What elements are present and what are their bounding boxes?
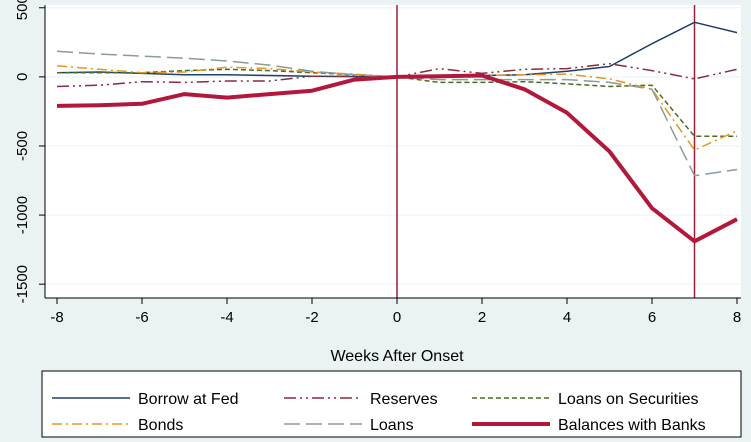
x-tick-label-0: 0 bbox=[393, 309, 401, 326]
x-tick-label-8: 8 bbox=[733, 309, 741, 326]
series-balances-with-banks bbox=[56, 73, 738, 244]
grid-lines bbox=[45, 7, 741, 285]
axes bbox=[44, 5, 741, 299]
legend: Borrow at Fed Reserves Loans on Securities… bbox=[52, 391, 706, 434]
y-ticks: -1500 -1000 -500 0 500 bbox=[14, 0, 45, 303]
legend-label-borrow-at-fed: Borrow at Fed bbox=[138, 391, 238, 408]
y-tick-label-0: 0 bbox=[14, 73, 31, 81]
x-tick-label-4: -4 bbox=[220, 309, 233, 326]
legend-box bbox=[41, 370, 742, 438]
legend-label-bonds: Bonds bbox=[138, 417, 183, 434]
y-tick-label-1000: -1000 bbox=[14, 196, 31, 234]
x-axis-title: Weeks After Onset bbox=[330, 348, 464, 365]
x-tick-label-8: -8 bbox=[50, 309, 63, 326]
series-lines bbox=[56, 21, 738, 244]
x-tick-label-2: 2 bbox=[478, 309, 486, 326]
reference-lines bbox=[396, 5, 696, 298]
legend-label-reserves: Reserves bbox=[370, 391, 438, 408]
legend-label-balances-with-banks: Balances with Banks bbox=[558, 417, 706, 434]
x-tick-label-2: -2 bbox=[305, 309, 318, 326]
legend-label-loans: Loans bbox=[370, 417, 414, 434]
y-tick-label-500: 500 bbox=[14, 0, 31, 20]
x-tick-label-6: 6 bbox=[648, 309, 656, 326]
plot-area bbox=[45, 5, 741, 298]
x-tick-label-6: -6 bbox=[135, 309, 148, 326]
legend-label-loans-on-securities: Loans on Securities bbox=[558, 391, 699, 408]
x-tick-label-4: 4 bbox=[563, 309, 571, 326]
y-tick-label-1500: -1500 bbox=[14, 265, 31, 303]
x-ticks: -8 -6 -4 -2 0 2 4 6 8 bbox=[50, 298, 741, 326]
y-tick-label-500: -500 bbox=[14, 131, 31, 161]
